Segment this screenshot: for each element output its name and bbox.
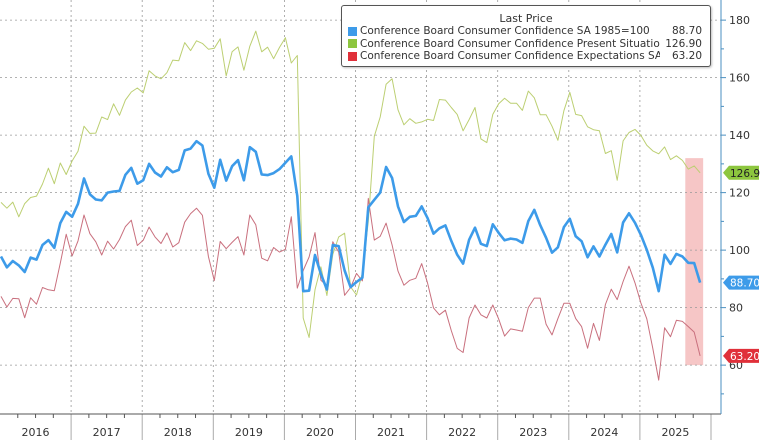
highlight-region — [685, 158, 704, 366]
series-line — [0, 139, 702, 293]
last-value-label: 126.90 — [730, 168, 760, 180]
last-value-tag — [723, 348, 759, 363]
last-value-tag — [723, 275, 759, 290]
x-tick-label: 2020 — [306, 426, 334, 439]
y-tick-label: 160 — [729, 72, 750, 85]
x-tick-label: 2019 — [235, 426, 263, 439]
legend-swatch — [348, 26, 357, 36]
x-tick-label: 2018 — [164, 426, 192, 439]
legend-label: Conference Board Consumer Confidence Exp… — [360, 50, 660, 63]
x-tick-label: 2017 — [93, 426, 121, 439]
y-tick-label: 100 — [729, 244, 750, 257]
x-tick-label: 2022 — [448, 426, 476, 439]
x-tick-label: 2016 — [22, 426, 50, 439]
y-tick-label: 120 — [729, 187, 750, 200]
legend-label: Conference Board Consumer Confidence Pre… — [360, 37, 660, 50]
legend-value: 63.20 — [671, 50, 702, 63]
series-line — [0, 30, 701, 338]
y-tick-label: 140 — [729, 129, 750, 142]
legend-value: 88.70 — [671, 25, 702, 38]
legend-label: Conference Board Consumer Confidence SA … — [360, 25, 650, 38]
legend-item: Conference Board Consumer Confidence Pre… — [342, 38, 710, 51]
x-tick-label: 2021 — [377, 426, 405, 439]
legend-title: Last Price — [499, 12, 553, 25]
x-tick-label: 2024 — [590, 426, 618, 439]
legend-value: 126.90 — [665, 37, 702, 50]
series-line — [0, 197, 701, 381]
legend: Last Price Conference Board Consumer Con… — [341, 5, 711, 67]
last-value-label: 63.20 — [730, 351, 760, 363]
x-tick-label: 2023 — [519, 426, 547, 439]
x-tick-label: 2025 — [661, 426, 689, 439]
y-tick-label: 180 — [729, 14, 750, 27]
legend-swatch — [348, 39, 357, 49]
legend-item: Conference Board Consumer Confidence Exp… — [342, 50, 710, 63]
legend-swatch — [348, 51, 357, 61]
y-tick-label: 80 — [729, 302, 743, 315]
last-value-tag — [723, 165, 759, 180]
last-value-label: 88.70 — [730, 278, 760, 290]
legend-item: Conference Board Consumer Confidence SA … — [342, 25, 710, 38]
